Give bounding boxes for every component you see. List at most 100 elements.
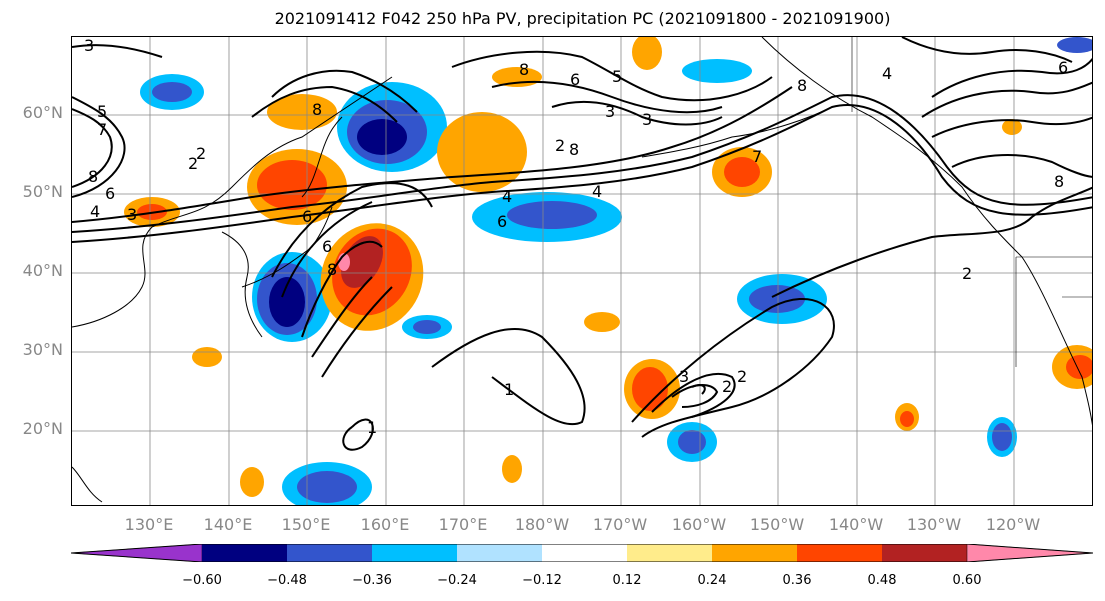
shade-pos bbox=[502, 455, 522, 483]
lon-label: 130°W bbox=[906, 515, 962, 534]
contour-label: 1 bbox=[504, 380, 514, 399]
colorbar-segment bbox=[287, 544, 372, 562]
contour-label: 3 bbox=[84, 37, 94, 55]
contour-label: 6 bbox=[497, 212, 507, 231]
colorbar-segment bbox=[71, 544, 203, 562]
shade-pos bbox=[900, 411, 914, 427]
contour-label: 6 bbox=[322, 237, 332, 256]
contour-label: 8 bbox=[569, 140, 579, 159]
contour-label: 8 bbox=[327, 260, 337, 279]
shade-pos bbox=[437, 112, 527, 192]
colorbar-segment bbox=[712, 544, 797, 562]
colorbar-tick: −0.48 bbox=[267, 573, 307, 588]
lon-label: 140°W bbox=[828, 515, 884, 534]
lat-label-50: 50°N bbox=[22, 182, 63, 201]
colorbar-tick: −0.24 bbox=[437, 573, 477, 588]
contour-label: 3 bbox=[642, 110, 652, 129]
shade-pos bbox=[724, 157, 760, 187]
contour-label: 8 bbox=[1054, 172, 1064, 191]
shade-neg bbox=[992, 423, 1012, 451]
shade-neg bbox=[413, 320, 441, 334]
map-title: 2021091412 F042 250 hPa PV, precipitatio… bbox=[274, 9, 891, 28]
colorbar-segment bbox=[202, 544, 287, 562]
shade-pos bbox=[632, 367, 668, 411]
shade-pos bbox=[240, 467, 264, 497]
lon-label: 130°E bbox=[124, 515, 174, 534]
colorbar-tick: −0.60 bbox=[182, 573, 222, 588]
colorbar-tick: 0.24 bbox=[697, 573, 727, 588]
contour-label: 6 bbox=[1058, 58, 1068, 77]
colorbar-segment bbox=[457, 544, 542, 562]
contour-label: 3 bbox=[679, 367, 689, 386]
contour-label: 4 bbox=[502, 187, 512, 206]
lon-label: 140°E bbox=[203, 515, 253, 534]
colorbar-tick: −0.12 bbox=[522, 573, 562, 588]
contour-label: 6 bbox=[105, 184, 115, 203]
shade-neg bbox=[678, 430, 706, 454]
contour-label: 8 bbox=[797, 76, 807, 95]
contour-label: 2 bbox=[722, 377, 732, 396]
shade-pos bbox=[492, 67, 542, 87]
contour-label: 4 bbox=[592, 182, 602, 201]
lon-label: 170°W bbox=[592, 515, 648, 534]
shade-pos bbox=[192, 347, 222, 367]
contour-label: 4 bbox=[90, 202, 100, 221]
shade-pos bbox=[267, 94, 337, 130]
colorbar-tick: 0.48 bbox=[867, 573, 897, 588]
contour-label: 3 bbox=[605, 102, 615, 121]
colorbar bbox=[71, 544, 1093, 562]
map-panel: 3 5 7 8 6 4 3 2 8 6 4 5 6 8 3 8 2 6 1 1 … bbox=[71, 36, 1093, 506]
shade-neg bbox=[1057, 37, 1092, 53]
shade-neg bbox=[269, 277, 305, 327]
contour-label: 1 bbox=[367, 418, 377, 437]
borders bbox=[851, 37, 1092, 367]
lat-label-20: 20°N bbox=[22, 419, 63, 438]
contour-label: 2 bbox=[555, 136, 565, 155]
colorbar-segment bbox=[372, 544, 457, 562]
map-canvas: 3 5 7 8 6 4 3 2 8 6 4 5 6 8 3 8 2 6 1 1 … bbox=[72, 37, 1092, 505]
colorbar-segment bbox=[882, 544, 967, 562]
pv-contours bbox=[72, 37, 1092, 451]
contour-label: 2 bbox=[188, 154, 198, 173]
shade-pos bbox=[257, 160, 327, 210]
lon-label: 160°W bbox=[671, 515, 727, 534]
contour-label: 6 bbox=[302, 207, 312, 226]
contour-label: 7 bbox=[97, 120, 107, 139]
colorbar-segment bbox=[627, 544, 712, 562]
lon-label: 180°W bbox=[514, 515, 570, 534]
shade-neg bbox=[749, 285, 805, 313]
shade-neg bbox=[152, 82, 192, 102]
contour-label: 6 bbox=[570, 70, 580, 89]
colorbar-segment bbox=[542, 544, 627, 562]
shade-pos bbox=[1066, 355, 1092, 379]
contour-label: 8 bbox=[312, 100, 322, 119]
lat-label-40: 40°N bbox=[22, 261, 63, 280]
colorbar-tick: 0.36 bbox=[782, 573, 812, 588]
contour-label: 5 bbox=[612, 67, 622, 86]
lon-label: 170°E bbox=[438, 515, 488, 534]
contour-label: 7 bbox=[752, 147, 762, 166]
contour-label: 2 bbox=[962, 264, 972, 283]
colorbar-segment bbox=[797, 544, 882, 562]
contour-label: 2 bbox=[196, 144, 206, 163]
shade-neg bbox=[682, 59, 752, 83]
contour-label: 8 bbox=[519, 60, 529, 79]
lon-label: 160°E bbox=[360, 515, 410, 534]
contour-label: 4 bbox=[882, 64, 892, 83]
contour-label: 8 bbox=[88, 167, 98, 186]
lon-label: 150°E bbox=[281, 515, 331, 534]
shade-neg bbox=[357, 119, 407, 155]
colorbar-tick: −0.36 bbox=[352, 573, 392, 588]
lon-label: 150°W bbox=[749, 515, 805, 534]
precip-shading bbox=[124, 37, 1092, 505]
shade-neg bbox=[507, 201, 597, 229]
lon-label: 120°W bbox=[985, 515, 1041, 534]
lat-label-60: 60°N bbox=[22, 103, 63, 122]
colorbar-tick: 0.60 bbox=[952, 573, 982, 588]
shade-neg bbox=[297, 471, 357, 503]
contour-label: 5 bbox=[97, 102, 107, 121]
lat-label-30: 30°N bbox=[22, 340, 63, 359]
shade-pos bbox=[1002, 119, 1022, 135]
contour-labels: 3 5 7 8 6 4 3 2 8 6 4 5 6 8 3 8 2 6 1 1 … bbox=[84, 37, 1068, 437]
shade-pos bbox=[632, 37, 662, 70]
